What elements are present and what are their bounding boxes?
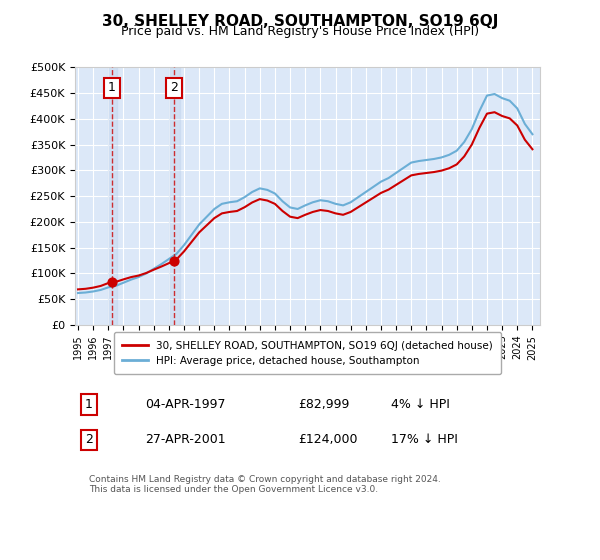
Text: 1: 1 (108, 81, 116, 94)
Text: 4% ↓ HPI: 4% ↓ HPI (391, 398, 450, 411)
Text: 27-APR-2001: 27-APR-2001 (145, 433, 226, 446)
Point (169, 256, 179, 265)
Legend: 30, SHELLEY ROAD, SOUTHAMPTON, SO19 6QJ (detached house), HPI: Average price, de: 30, SHELLEY ROAD, SOUTHAMPTON, SO19 6QJ … (113, 332, 502, 374)
Bar (109, 67, 118, 325)
Text: Price paid vs. HM Land Registry's House Price Index (HPI): Price paid vs. HM Land Registry's House … (121, 25, 479, 38)
Point (107, 278, 117, 287)
Text: 2: 2 (85, 433, 93, 446)
Text: 30, SHELLEY ROAD, SOUTHAMPTON, SO19 6QJ: 30, SHELLEY ROAD, SOUTHAMPTON, SO19 6QJ (102, 14, 498, 29)
Text: £124,000: £124,000 (298, 433, 358, 446)
Text: 04-APR-1997: 04-APR-1997 (145, 398, 225, 411)
Text: 17% ↓ HPI: 17% ↓ HPI (391, 433, 458, 446)
Text: £82,999: £82,999 (298, 398, 350, 411)
Text: 2: 2 (170, 81, 178, 94)
Bar (169, 67, 179, 325)
Text: 1: 1 (85, 398, 93, 411)
Text: Contains HM Land Registry data © Crown copyright and database right 2024.
This d: Contains HM Land Registry data © Crown c… (89, 475, 440, 494)
